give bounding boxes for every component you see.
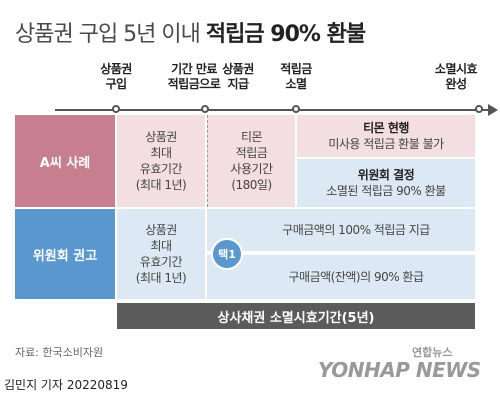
byline: 김민지 기자 20220819 xyxy=(4,378,128,392)
title-part2: 적립금 90% 환불 xyxy=(205,22,366,47)
timeline-dot-4 xyxy=(475,105,483,113)
choose-one-badge: 택1 xyxy=(211,238,243,270)
yonhap-logo-english: YONHAP NEWS xyxy=(318,358,481,382)
yonhap-logo-korean: 연합뉴스 xyxy=(412,346,453,359)
timeline-dot-1 xyxy=(112,105,120,113)
row-a-committee-decision: 위원회 결정 소멸된 적립금 90% 환불 xyxy=(297,159,475,207)
row-b-option-credit: 구매금액의 100% 적립금 지급 xyxy=(207,209,475,251)
committee-decision-text: 소멸된 적립금 90% 환불 xyxy=(326,184,446,198)
committee-decision-title: 위원회 결정 xyxy=(357,168,415,182)
row-b-option-refund: 구매금액(잔액)의 90% 환급 xyxy=(207,255,475,299)
row-a-tmon-period: 티몬 적립금 사용기간 (180일) xyxy=(207,115,295,207)
row-head-committee: 위원회 권고 xyxy=(15,209,115,299)
timeline-arrow xyxy=(488,104,498,116)
page-title: 상품권 구입 5년 이내 적립금 90% 환불 xyxy=(15,16,495,48)
timeline-dot-3 xyxy=(292,105,300,113)
timeline-label-extinction: 적립금 소멸 xyxy=(280,62,312,91)
timeline-line xyxy=(55,109,495,111)
tmon-policy-text: 미사용 적립금 환불 불가 xyxy=(328,137,444,151)
timeline-dot-2 xyxy=(201,105,209,113)
statute-limitation-bar: 상사채권 소멸시효기간(5년) xyxy=(117,303,475,329)
timeline-label-grant: 상품권 지급 xyxy=(222,62,254,91)
title-part1: 상품권 구입 5년 이내 xyxy=(15,22,206,47)
timeline-label-expiry: 기간 만료 적립금으로 xyxy=(167,62,221,91)
row-b-voucher-period: 상품권 최대 유효기간 (최대 1년) xyxy=(117,209,205,299)
timeline-label-purchase: 상품권 구입 xyxy=(100,62,132,91)
timeline-label-limitation: 소멸시효 완성 xyxy=(434,62,478,91)
source-note: 자료: 한국소비자원 xyxy=(15,346,104,359)
row-head-a-case: A씨 사례 xyxy=(15,115,115,207)
row-a-voucher-period: 상품권 최대 유효기간 (최대 1년) xyxy=(117,115,205,207)
tmon-policy-title: 티몬 현행 xyxy=(363,121,409,135)
row-a-tmon-policy: 티몬 현행 미사용 적립금 환불 불가 xyxy=(297,115,475,157)
